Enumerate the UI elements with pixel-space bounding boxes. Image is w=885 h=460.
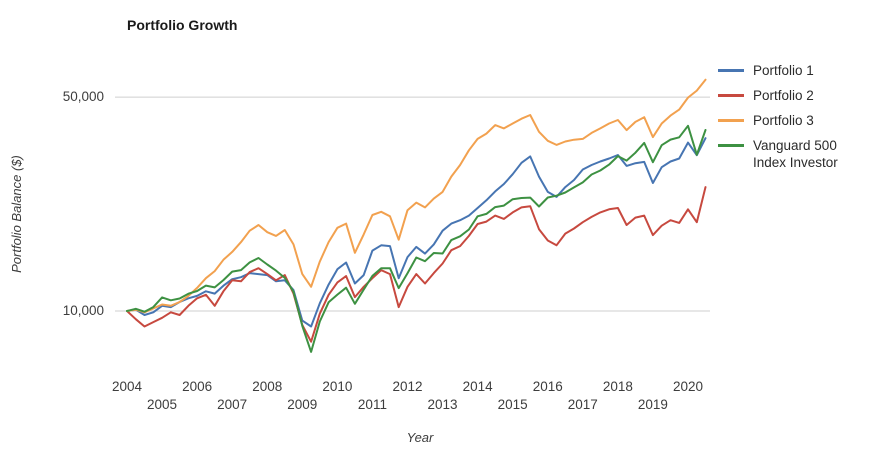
y-tick-label: 50,000 (62, 89, 104, 105)
x-tick-label: 2008 (252, 379, 283, 394)
legend-label: Vanguard 500 Index Investor (753, 138, 838, 170)
y-tick-label: 10,000 (62, 303, 104, 318)
portfolio-1-swatch-icon (718, 69, 744, 72)
portfolio-3-swatch-icon (718, 119, 744, 122)
x-tick-label: 2016 (532, 379, 563, 394)
x-tick-label: 2005 (147, 397, 178, 412)
x-tick-label: 2014 (462, 379, 493, 394)
x-tick-label: 2019 (637, 397, 668, 412)
legend-item-portfolio-3[interactable]: Portfolio 3 (718, 112, 853, 129)
vanguard-500-index-investor-swatch-icon (718, 144, 744, 147)
x-tick-label: 2004 (111, 379, 143, 394)
legend-label: Portfolio 3 (753, 113, 814, 128)
x-tick-label: 2020 (672, 379, 704, 394)
legend-item-portfolio-2[interactable]: Portfolio 2 (718, 87, 853, 104)
x-tick-label: 2012 (392, 379, 423, 394)
x-tick-label: 2013 (427, 397, 458, 412)
portfolio-1-line[interactable] (126, 137, 707, 328)
x-tick-label: 2007 (217, 397, 248, 412)
legend-label: Portfolio 1 (753, 63, 814, 78)
chart-title: Portfolio Growth (127, 17, 238, 33)
portfolio-2-line[interactable] (126, 186, 707, 343)
vanguard-500-index-investor-line[interactable] (126, 124, 707, 353)
portfolio-2-swatch-icon (718, 94, 744, 97)
portfolio-3-line[interactable] (126, 78, 707, 314)
x-tick-label: 2015 (497, 397, 528, 412)
x-tick-label: 2018 (602, 379, 633, 394)
x-tick-label: 2009 (287, 397, 318, 412)
legend-item-portfolio-1[interactable]: Portfolio 1 (718, 62, 853, 79)
x-tick-label: 2010 (322, 379, 353, 394)
x-tick-label: 2006 (182, 379, 213, 394)
x-axis-title: Year (406, 430, 434, 445)
legend-label: Portfolio 2 (753, 88, 814, 103)
legend-item-vanguard-500-index-investor[interactable]: Vanguard 500 Index Investor (718, 137, 853, 171)
legend: Portfolio 1 Portfolio 2 Portfolio 3 Vanguar… (718, 62, 853, 179)
x-tick-label: 2017 (567, 397, 598, 412)
x-tick-label: 2011 (357, 397, 387, 412)
